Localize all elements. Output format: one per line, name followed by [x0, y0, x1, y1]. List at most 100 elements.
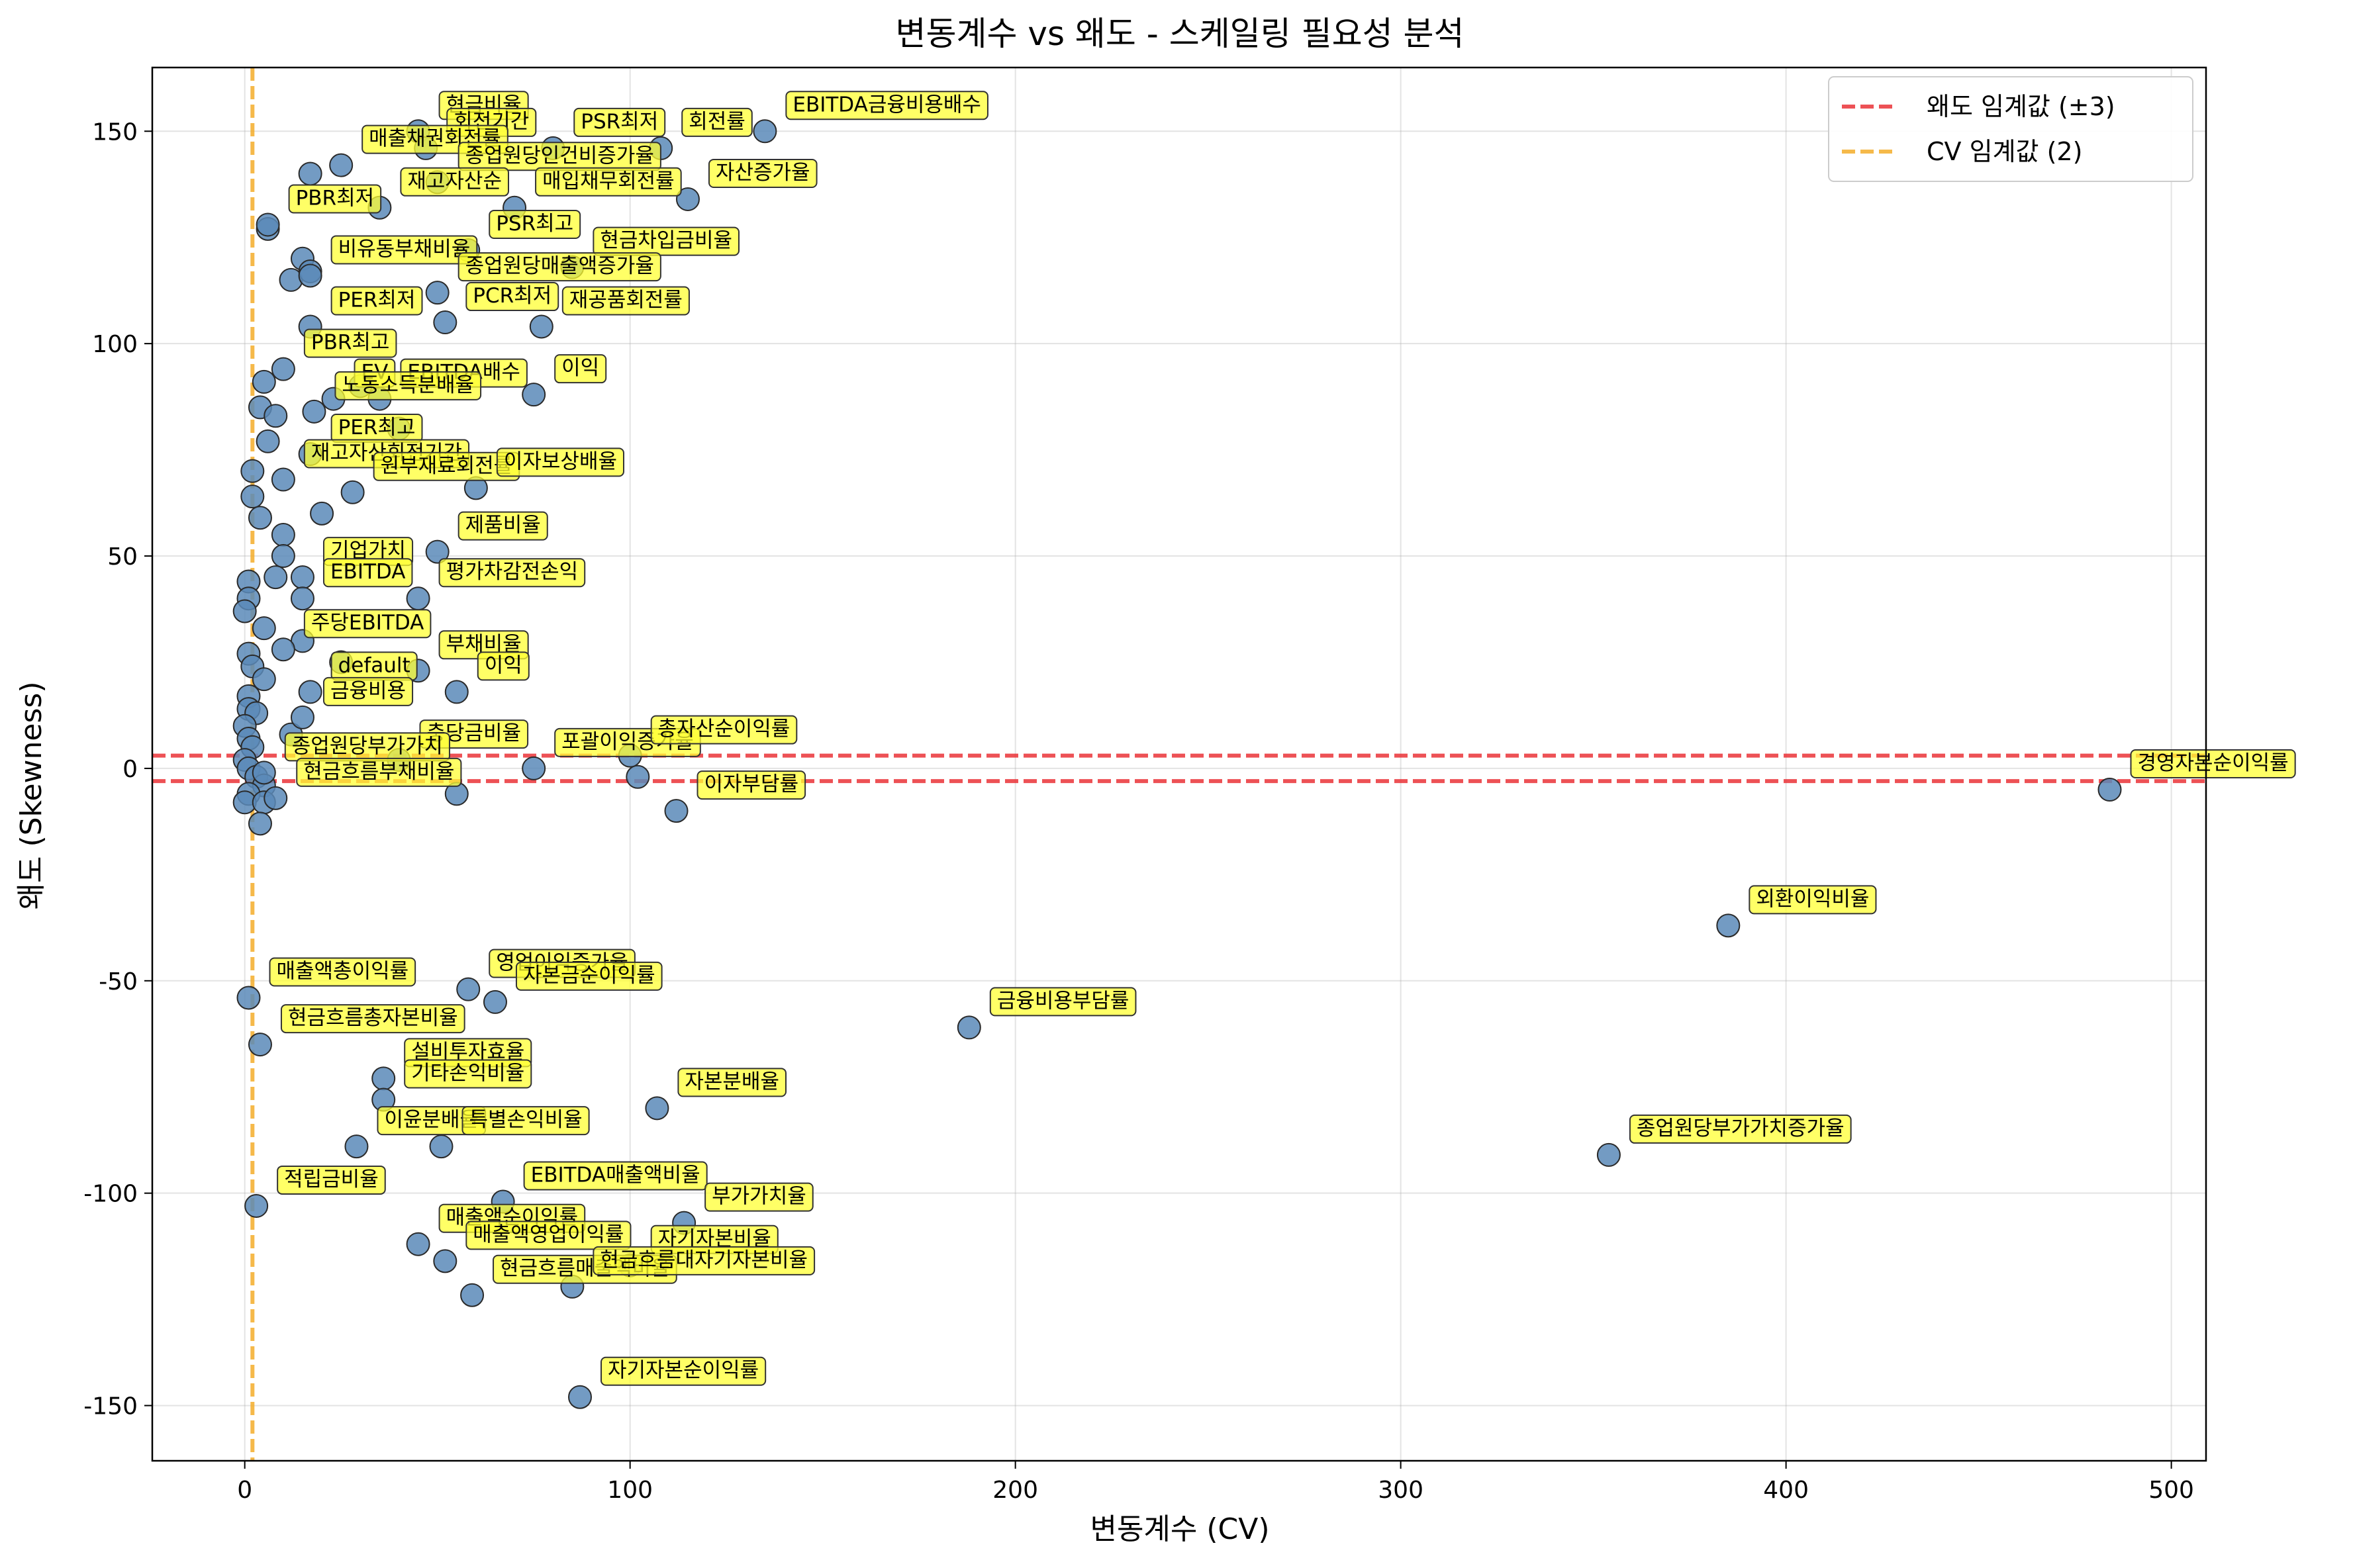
- y-tick-label: -150: [83, 1393, 138, 1420]
- point-label: 이익: [554, 354, 607, 384]
- point-label-box: [708, 158, 818, 188]
- point-label-box: [573, 107, 666, 137]
- y-tick-label: 150: [92, 118, 138, 146]
- point-label: 종업원당부가가치증가율: [1629, 1114, 1852, 1144]
- data-point: [344, 1134, 369, 1159]
- data-point: [1716, 913, 1741, 938]
- point-label-text: 경영자본순이익률: [2138, 751, 2289, 775]
- data-point: [290, 586, 314, 611]
- point-label-box: [523, 1161, 708, 1191]
- data-point: [329, 153, 354, 177]
- data-point: [271, 544, 295, 569]
- data-point: [271, 357, 295, 381]
- data-point: [529, 314, 553, 339]
- point-label: 이자보상배율: [496, 447, 624, 477]
- point-label-box: [461, 1106, 590, 1136]
- data-point: [252, 616, 276, 641]
- point-label-text: 매출액영업이익률: [473, 1222, 624, 1246]
- point-label: 제품비율: [457, 511, 548, 541]
- data-point: [310, 501, 334, 526]
- point-label-box: [322, 676, 414, 706]
- chart-title: 변동계수 vs 왜도 - 스케일링 필요성 분석: [895, 15, 1464, 53]
- point-label: PER최저: [330, 286, 423, 316]
- point-label-text: PBR최고: [311, 331, 390, 355]
- point-label-text: 주당EBITDA: [311, 611, 424, 635]
- point-label-text: 자기자본순이익률: [608, 1359, 759, 1383]
- x-tick-label: 100: [607, 1477, 653, 1504]
- point-label: EBITDA금융비용배수: [785, 91, 988, 120]
- data-point: [290, 565, 314, 590]
- point-label-text: 재공품회전률: [569, 288, 683, 312]
- point-label-box: [465, 1221, 632, 1250]
- point-label: 비유동부채비율: [330, 235, 478, 265]
- y-tick-label: 50: [107, 543, 138, 571]
- point-label-text: 자본금순이익률: [523, 964, 655, 988]
- point-label-box: [1629, 1114, 1852, 1144]
- point-label-text: PCR최저: [473, 284, 552, 308]
- data-point: [568, 1385, 593, 1409]
- point-label-box: [303, 328, 397, 358]
- x-tick-label: 500: [2148, 1477, 2194, 1504]
- point-label-text: 총자산순이익률: [658, 717, 791, 741]
- point-label: 주당EBITDA: [303, 609, 432, 639]
- point-label: 기타손익비율: [404, 1059, 532, 1089]
- data-point: [483, 990, 507, 1014]
- point-label-text: 이자보상배율: [504, 449, 617, 473]
- point-label: 종업원당인건비증가율: [457, 142, 661, 171]
- point-label-text: 종업원당부가가치증가율: [1637, 1117, 1845, 1140]
- point-label: PER최고: [330, 414, 423, 443]
- point-label: 현금흐름대자기자본비율: [593, 1246, 816, 1275]
- point-label: 종업원당부가가치: [284, 732, 450, 762]
- point-label-text: 자산증가율: [716, 161, 810, 185]
- legend-entry-skew-threshold: 왜도 임계값 (±3): [1927, 92, 2115, 121]
- data-point: [406, 1232, 430, 1256]
- point-label-box: [330, 235, 478, 265]
- x-tick-label: 0: [237, 1477, 252, 1504]
- data-point: [664, 799, 689, 823]
- data-point: [252, 761, 276, 785]
- data-point: [298, 161, 322, 186]
- data-point: [425, 539, 450, 564]
- point-label-text: PSR최저: [581, 110, 658, 134]
- data-point: [248, 811, 272, 836]
- data-point: [1596, 1142, 1621, 1167]
- data-point: [433, 310, 457, 335]
- point-label-text: 평가차감전손익: [446, 560, 579, 584]
- point-label-text: 회전률: [689, 110, 745, 134]
- data-point: [753, 119, 777, 144]
- point-label: 외환이익비율: [1749, 885, 1877, 915]
- point-label: 재공품회전률: [561, 286, 690, 316]
- point-label: 자본금순이익률: [515, 961, 663, 991]
- point-label-text: 현금흐름부채비율: [303, 760, 454, 784]
- plot-frame: [151, 66, 2207, 1462]
- point-label: 특별손익비율: [461, 1106, 590, 1136]
- point-label: 이자부담률: [696, 770, 806, 800]
- point-label-box: [600, 1356, 767, 1386]
- data-point: [675, 187, 700, 211]
- x-tick-label: 300: [1378, 1477, 1423, 1504]
- point-label-text: 현금흐름총자본비율: [288, 1006, 458, 1030]
- point-label-box: [269, 957, 416, 987]
- data-point: [264, 786, 288, 810]
- data-point: [456, 977, 481, 1001]
- point-label: 회전률: [681, 107, 753, 137]
- point-label: 금융비용부담률: [989, 987, 1137, 1017]
- point-label-box: [303, 609, 432, 639]
- point-label-box: [677, 1068, 787, 1097]
- data-point: [429, 1134, 454, 1159]
- data-point: [252, 667, 276, 692]
- point-label: 재고자산순: [400, 167, 509, 197]
- point-label: 노동소득분배율: [334, 371, 482, 400]
- point-label-box: [535, 167, 682, 197]
- point-label-text: 적립금비율: [284, 1168, 379, 1191]
- point-label-box: [438, 558, 586, 588]
- data-point: [290, 705, 314, 729]
- data-point: [302, 399, 326, 424]
- point-label-box: [457, 252, 661, 282]
- point-label: 총자산순이익률: [650, 715, 798, 745]
- point-label: PBR최고: [303, 328, 397, 358]
- data-point: [240, 484, 265, 509]
- point-label-box: [593, 1246, 816, 1275]
- point-label-box: [704, 1182, 814, 1212]
